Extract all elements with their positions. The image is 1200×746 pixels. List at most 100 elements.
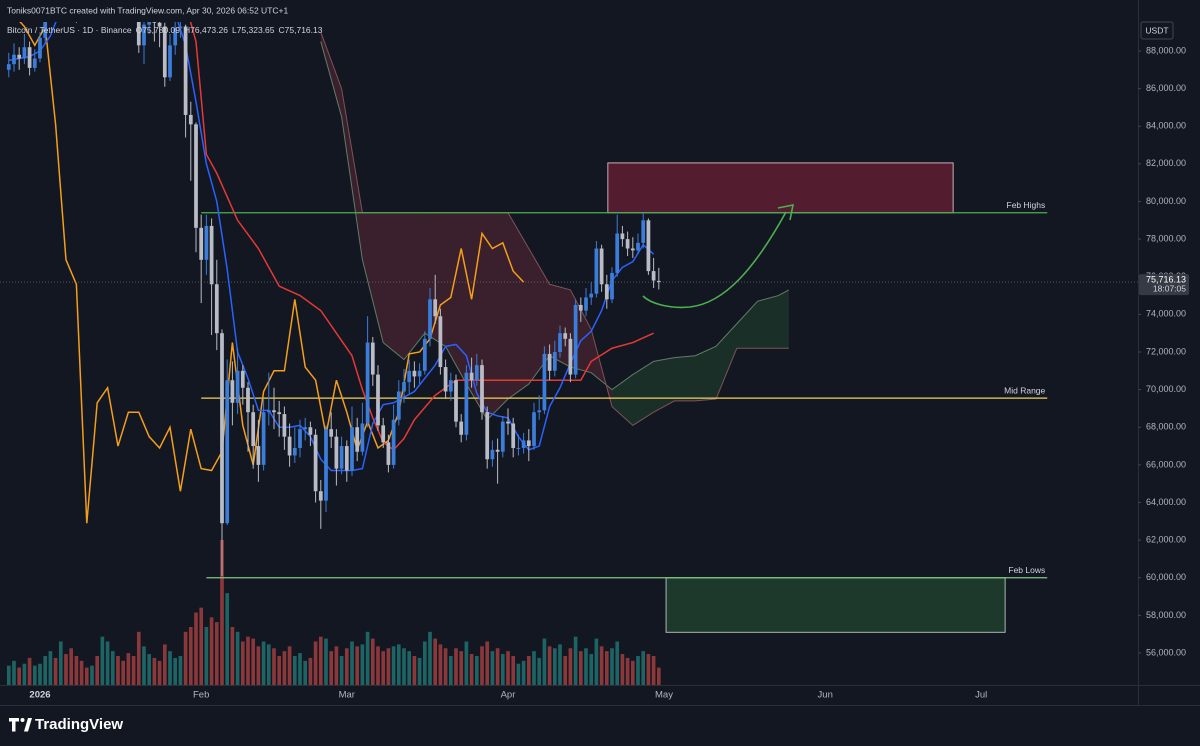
candle-body (412, 370, 417, 377)
volume-bar (22, 663, 27, 685)
drawing-layer: Feb Highs Mid Range Feb Lows (201, 162, 1048, 633)
cloud-segment (320, 32, 342, 117)
volume-bar (334, 646, 339, 685)
candle-body (615, 233, 620, 273)
candle-body (6, 64, 11, 70)
candle-body (552, 351, 557, 371)
candle-body (599, 248, 604, 285)
volume-bar (230, 627, 235, 685)
volume-bar (136, 631, 141, 685)
volume-bar (495, 648, 500, 685)
logo (9, 718, 32, 732)
candle-body (188, 114, 193, 125)
candle-body (313, 434, 318, 492)
cloud-segment (403, 212, 425, 360)
candle-body (433, 299, 438, 317)
volume-bar (220, 540, 224, 685)
volume-layer (6, 540, 661, 685)
volume-bar (386, 648, 391, 685)
candle-body (344, 446, 349, 471)
candle-body (152, 22, 157, 23)
volume-bar (162, 644, 167, 685)
volume-bar (433, 638, 438, 685)
candle-body (230, 380, 235, 403)
volume-bar (43, 656, 48, 685)
cloud-segment (445, 212, 467, 384)
symbol-legend: Bitcoin / TetherUS · 1D · Binance O75,780… (7, 25, 323, 35)
volume-bar (188, 627, 193, 685)
volume-bar (511, 656, 516, 685)
y-tick-label: 60,000.00 (1146, 572, 1186, 582)
y-tick-label: 78,000.00 (1146, 233, 1186, 243)
legend-low: L75,323.65 (232, 25, 275, 35)
volume-bar (480, 646, 484, 685)
candle-layer (6, 22, 661, 576)
candle-body (636, 242, 640, 251)
volume-bar (48, 651, 53, 685)
volume-bar (573, 636, 578, 685)
candle-body (32, 58, 37, 68)
volume-bar (90, 665, 94, 685)
volume-bar (214, 622, 219, 685)
candle-body (625, 239, 630, 249)
volume-bar (27, 657, 32, 685)
candle-body (521, 440, 526, 448)
candle-body (225, 380, 230, 524)
volume-bar (625, 657, 630, 685)
volume-bar (459, 651, 464, 685)
candle-body (339, 446, 344, 469)
candle-body (272, 410, 276, 413)
candle-body (318, 491, 323, 501)
volume-bar (344, 648, 349, 685)
cloud-segment (383, 212, 404, 360)
volume-bar (100, 636, 105, 685)
volume-bar (303, 660, 308, 685)
cloud-segment (508, 212, 529, 400)
last-price-tag (1139, 274, 1189, 296)
logo-slash (24, 718, 32, 732)
candle-body (381, 425, 386, 443)
volume-bar (69, 648, 74, 685)
volume-bar (152, 657, 157, 685)
candle-body (334, 436, 339, 469)
candle-body (355, 427, 360, 452)
y-tick-label: 82,000.00 (1146, 158, 1186, 168)
volume-bar (256, 646, 261, 685)
volume-bar (370, 638, 375, 685)
cloud-segment (362, 212, 384, 343)
volume-bar (58, 641, 63, 685)
volume-bar (183, 631, 188, 685)
candle-body (537, 410, 542, 413)
volume-bar (443, 648, 448, 685)
candle-body (287, 436, 292, 456)
volume-bar (339, 656, 344, 685)
cloud-segment (487, 212, 509, 420)
x-tick-label: May (655, 690, 673, 701)
candle-body (246, 387, 250, 413)
candle-body (610, 272, 614, 300)
cloud-segment (341, 88, 363, 260)
candle-body (12, 54, 16, 65)
candle-body (438, 316, 443, 368)
volume-bar (116, 656, 120, 685)
projection-arrow (642, 211, 787, 309)
currency-box (1140, 21, 1174, 40)
volume-bar (298, 653, 302, 685)
legend-open: O75,780.09 (136, 25, 181, 35)
volume-bar (636, 656, 640, 685)
volume-bar (266, 644, 271, 685)
volume-bar (287, 646, 292, 685)
volume-bar (532, 651, 536, 685)
volume-bar (646, 654, 651, 685)
cloud-segment (695, 346, 717, 401)
volume-bar (448, 656, 453, 685)
volume-bar (131, 656, 136, 685)
candle-body (199, 227, 204, 260)
x-tick-label: Jul (975, 690, 987, 701)
candle-body (604, 284, 609, 300)
candle-body (214, 284, 219, 334)
candle-body (360, 423, 365, 452)
candle-body (485, 412, 490, 460)
volume-bar (651, 656, 656, 685)
